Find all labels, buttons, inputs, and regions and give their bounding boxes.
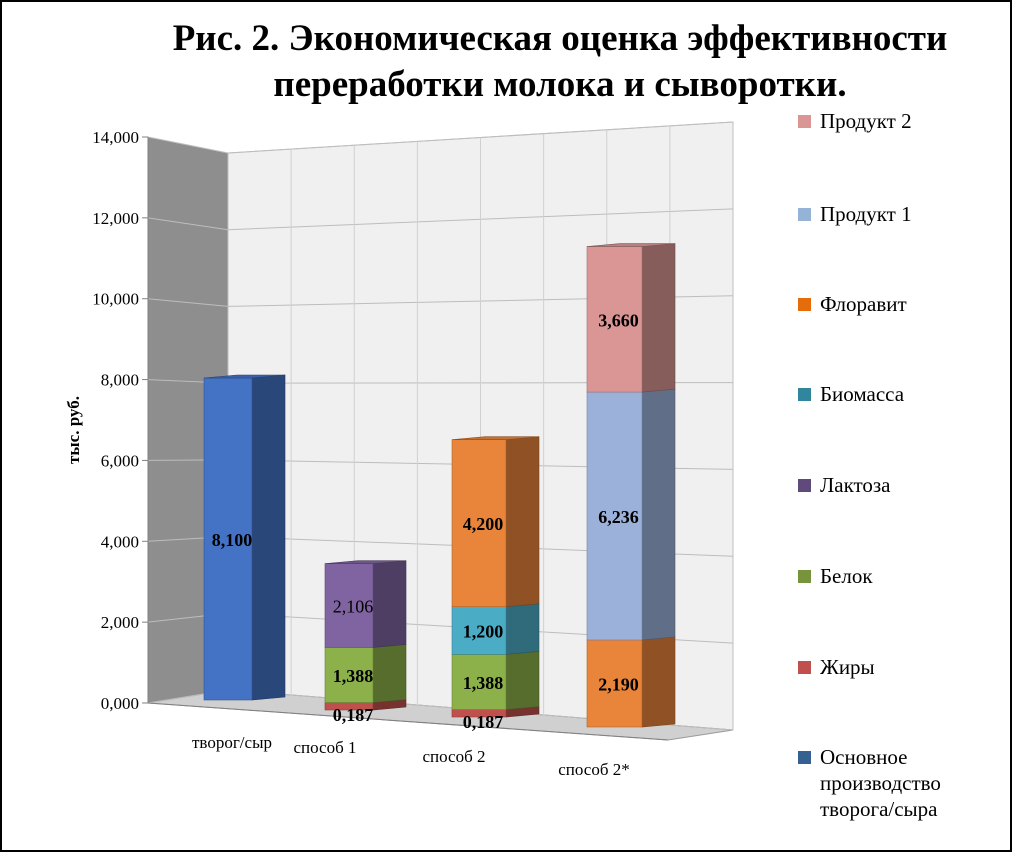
bar-segment [586, 391, 643, 641]
bar-top [451, 436, 540, 441]
data-label: 0,187 [333, 705, 374, 725]
bar-top [324, 560, 407, 564]
legend-label: Продукт 1 [820, 202, 912, 226]
y-tick-label: 12,000 [92, 209, 139, 228]
legend-label: Основное производство творога/сыра [820, 745, 941, 821]
legend-swatch [798, 298, 811, 311]
bar-top [203, 374, 286, 379]
x-tick-label: творог/сыр [192, 733, 272, 752]
bar-side [372, 560, 407, 648]
legend-swatch [798, 570, 811, 583]
data-label: 0,187 [463, 712, 504, 732]
legend-swatch [798, 751, 811, 764]
data-label: 1,388 [463, 673, 504, 693]
legend-label: Продукт 2 [820, 109, 912, 133]
y-tick-label: 4,000 [101, 532, 139, 551]
data-label: 3,660 [598, 310, 639, 330]
data-label: 8,100 [212, 530, 253, 550]
legend-label: Лактоза [820, 473, 891, 497]
x-axis-line [147, 702, 669, 741]
bar-side [251, 374, 286, 701]
data-label: 6,236 [598, 507, 639, 527]
legend-swatch [798, 388, 811, 401]
data-label: 1,388 [333, 666, 374, 686]
bar-side [641, 636, 676, 728]
side-gridline [147, 136, 229, 154]
bar-segment [586, 639, 643, 728]
legend-label: Белок [820, 564, 873, 588]
bar-segment [324, 647, 374, 703]
y-tick-label: 0,000 [101, 694, 139, 713]
bar-side [505, 603, 540, 655]
y-tick-label: 10,000 [92, 290, 139, 309]
legend-label: Биомасса [820, 382, 905, 406]
bar-side [372, 644, 407, 703]
bar-segment [586, 246, 643, 393]
bar-side [641, 243, 676, 393]
y-tick-label: 8,000 [101, 371, 139, 390]
bar-segment [203, 377, 253, 701]
bar-segment [451, 439, 507, 607]
legend-swatch [798, 115, 811, 128]
legend-label: Флоравит [820, 292, 907, 316]
bar-segment [324, 563, 374, 648]
y-tick-label: 6,000 [101, 451, 139, 470]
bar-segment [451, 654, 507, 710]
chart-title-line-1: Рис. 2. Экономическая оценка эффективнос… [172, 18, 948, 59]
legend-swatch [798, 479, 811, 492]
chart-title-line-2: переработки молока и сыворотки. [273, 64, 847, 105]
x-tick-label: способ 2* [558, 760, 630, 779]
legend-label: Жиры [820, 655, 875, 679]
x-tick-label: способ 1 [293, 738, 356, 757]
chart-title: Рис. 2. Экономическая оценка эффективнос… [120, 16, 1000, 108]
y-tick-label: 14,000 [92, 128, 139, 147]
bar-side [505, 651, 540, 710]
legend-swatch [798, 208, 811, 221]
data-label: 2,190 [598, 674, 639, 694]
side-gridline [147, 298, 229, 307]
bar-side [641, 388, 676, 641]
bar-side [505, 436, 540, 608]
x-tick-label: способ 2 [422, 747, 485, 766]
y-tick-label: 2,000 [101, 613, 139, 632]
bar-top [586, 243, 676, 247]
data-label: 4,200 [463, 514, 504, 534]
data-label: 2,106 [333, 597, 374, 617]
data-label: 1,200 [463, 622, 504, 642]
side-gridline [147, 217, 229, 231]
legend-swatch [798, 661, 811, 674]
